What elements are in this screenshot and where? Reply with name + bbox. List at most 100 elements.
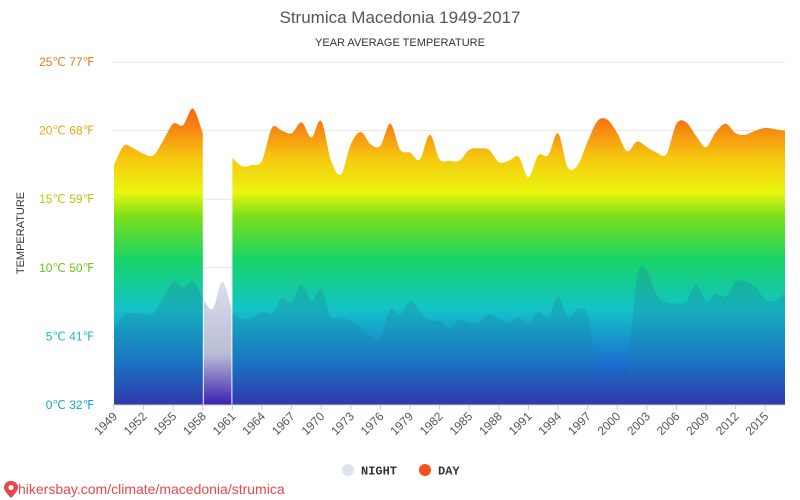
night-point: [655, 294, 658, 297]
night-point: [300, 283, 303, 286]
day-point: [566, 166, 569, 169]
night-point: [774, 299, 777, 302]
day-point: [310, 136, 313, 139]
night-point: [122, 313, 125, 316]
night-point: [231, 312, 234, 315]
night-point: [251, 317, 254, 320]
x-tick-label: 1964: [239, 409, 268, 438]
y-axis-label: TEMPERATURE: [15, 192, 27, 274]
x-tick-label: 1976: [358, 409, 387, 438]
night-point: [537, 310, 540, 313]
night-point: [635, 276, 638, 279]
legend-item-night[interactable]: NIGHT: [342, 464, 397, 479]
night-point: [468, 321, 471, 324]
day-point: [359, 130, 362, 133]
day-point: [626, 150, 629, 153]
day-point: [576, 163, 579, 166]
day-point: [409, 151, 412, 154]
night-point: [201, 296, 204, 299]
night-point: [616, 369, 619, 372]
day-point: [251, 163, 254, 166]
day-point: [714, 130, 717, 133]
legend-night-marker: [342, 464, 354, 476]
night-point: [270, 312, 273, 315]
x-tick-label: 1991: [506, 409, 535, 438]
legend: NIGHT DAY: [342, 464, 460, 479]
night-point: [359, 327, 362, 330]
night-point: [586, 314, 589, 317]
x-tick-label: 1958: [180, 409, 209, 438]
day-point: [497, 161, 500, 164]
day-point: [241, 165, 244, 168]
y-tick-label: 25℃ 77℉: [39, 55, 94, 69]
night-point: [517, 316, 520, 319]
night-point: [576, 307, 579, 310]
night-point: [714, 292, 717, 295]
night-gap-area: [203, 281, 232, 405]
night-point: [142, 313, 145, 316]
x-tick-label: 1949: [91, 409, 120, 438]
y-tick-label: 5℃ 41℉: [46, 329, 94, 343]
night-point: [497, 317, 500, 320]
night-point: [764, 298, 767, 301]
day-point: [606, 118, 609, 121]
legend-night-label: NIGHT: [361, 465, 397, 479]
day-point: [557, 132, 560, 135]
night-point: [261, 310, 264, 313]
day-point: [675, 122, 678, 125]
day-point: [705, 146, 708, 149]
night-point: [162, 296, 165, 299]
day-point: [616, 132, 619, 135]
night-point: [399, 313, 402, 316]
day-series-area: [114, 108, 785, 405]
night-point: [310, 299, 313, 302]
day-point: [685, 121, 688, 124]
x-axis-ticks: 1949 1952 1955 1958 1961 1964 1967 1970 1973 1976…: [91, 405, 772, 438]
night-point: [665, 301, 668, 304]
day-point: [201, 132, 204, 135]
day-point: [665, 152, 668, 155]
night-point: [557, 295, 560, 298]
day-point: [152, 154, 155, 157]
day-point: [478, 147, 481, 150]
legend-day-label: DAY: [438, 465, 460, 479]
night-point: [389, 307, 392, 310]
day-point: [261, 159, 264, 162]
day-point: [586, 140, 589, 143]
x-tick-label: 1973: [328, 409, 357, 438]
x-tick-label: 1985: [447, 409, 476, 438]
day-point: [172, 122, 175, 125]
night-point: [626, 369, 629, 372]
night-point: [191, 280, 194, 283]
night-point: [369, 335, 372, 338]
night-point: [566, 316, 569, 319]
night-point: [349, 320, 352, 323]
night-point: [478, 321, 481, 324]
x-tick-label: 1982: [417, 409, 446, 438]
night-point: [339, 316, 342, 319]
location-pin-icon: [4, 481, 18, 498]
day-point: [270, 126, 273, 129]
night-point: [172, 280, 175, 283]
day-point: [744, 133, 747, 136]
night-point: [428, 318, 431, 321]
x-tick-label: 1997: [565, 409, 594, 438]
day-point: [458, 159, 461, 162]
day-point: [132, 147, 135, 150]
legend-item-day[interactable]: DAY: [419, 464, 460, 479]
night-point: [132, 312, 135, 315]
day-point: [231, 157, 234, 160]
plot-area: [114, 108, 785, 405]
x-tick-label: 1952: [121, 409, 150, 438]
x-tick-label: 1967: [269, 409, 298, 438]
day-point: [280, 129, 283, 132]
day-point: [389, 122, 392, 125]
day-point: [300, 121, 303, 124]
y-axis-ticks: 0℃ 32℉ 5℃ 41℉ 10℃ 50℉ 15℃ 59℉ 20℃ 68℉ 25℃ 77℉: [39, 55, 94, 412]
day-point: [468, 148, 471, 151]
source-link[interactable]: hikersbay.com/climate/macedonia/strumica: [4, 481, 285, 498]
chart-title: Strumica Macedonia 1949-2017: [280, 8, 521, 27]
x-tick-label: 2009: [683, 409, 712, 438]
x-tick-label: 1970: [299, 409, 328, 438]
night-point: [734, 280, 737, 283]
